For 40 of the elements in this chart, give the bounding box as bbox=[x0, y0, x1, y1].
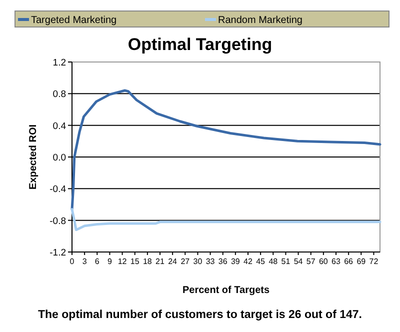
text: The optimal number of customers to target is 26 out of 147. bbox=[38, 309, 362, 321]
y-tick-label: -0.4 bbox=[50, 184, 66, 196]
y-tick-label: -1.2 bbox=[50, 248, 66, 258]
x-tick-label: 48 bbox=[268, 257, 278, 266]
x-tick-label: 39 bbox=[230, 257, 240, 266]
x-tick-label: 72 bbox=[369, 257, 379, 266]
legend-label: Random Marketing bbox=[218, 15, 302, 26]
y-tick-label: -0.8 bbox=[50, 216, 66, 227]
x-tick-label: 69 bbox=[356, 257, 366, 266]
y-tick-label: 0.8 bbox=[52, 89, 66, 100]
legend-label: Targeted Marketing bbox=[31, 15, 117, 26]
x-tick-label: 27 bbox=[180, 257, 190, 266]
x-tick-label: 21 bbox=[156, 257, 165, 266]
x-tick-label: 51 bbox=[281, 257, 291, 266]
x-tick-label: 33 bbox=[206, 257, 216, 266]
x-axis-title: Percent of Targets bbox=[182, 285, 270, 296]
x-tick-label: 15 bbox=[130, 257, 140, 266]
x-tick-label: 66 bbox=[344, 257, 354, 266]
x-tick-label: 0 bbox=[70, 257, 75, 266]
x-tick-label: 36 bbox=[218, 257, 228, 266]
x-tick-label: 9 bbox=[107, 257, 112, 266]
y-tick-label: 1.2 bbox=[52, 58, 66, 68]
x-tick-label: 54 bbox=[294, 257, 304, 266]
x-tick-label: 24 bbox=[168, 257, 178, 266]
x-tick-label: 60 bbox=[318, 257, 328, 266]
line-series bbox=[70, 89, 382, 210]
x-tick-label: 42 bbox=[244, 257, 253, 266]
x-tick-label: 63 bbox=[332, 257, 341, 266]
y-tick-label: 0.0 bbox=[52, 152, 66, 164]
x-tick-label: 12 bbox=[118, 257, 128, 266]
x-tick-label: 57 bbox=[306, 257, 316, 266]
x-tick-label: 45 bbox=[256, 257, 266, 266]
y-axis-title: Expected ROI bbox=[28, 124, 39, 190]
x-tick-label: 6 bbox=[94, 257, 100, 266]
x-tick-label: 30 bbox=[193, 257, 203, 266]
chart-title: Optimal Targeting bbox=[128, 35, 272, 54]
y-tick-label: 0.4 bbox=[52, 120, 66, 132]
x-tick-label: 18 bbox=[142, 257, 152, 266]
line-series bbox=[70, 208, 382, 232]
x-tick-label: 3 bbox=[82, 257, 88, 266]
